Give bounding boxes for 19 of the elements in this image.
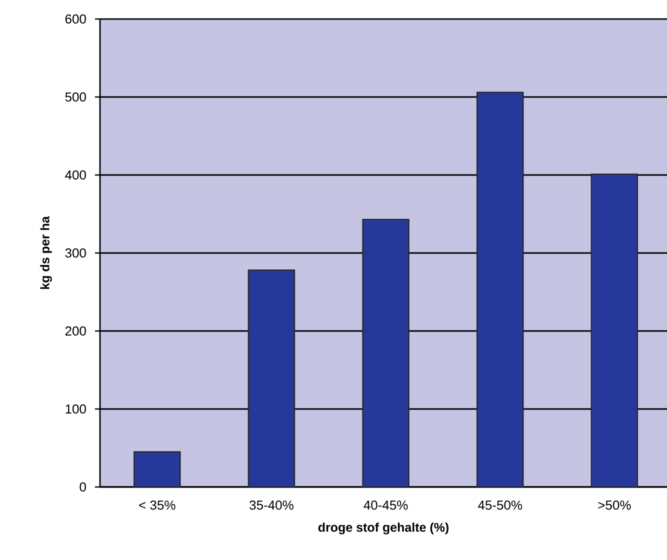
bar — [134, 451, 181, 488]
y-tick-label: 0 — [80, 482, 86, 492]
x-axis-title: droge stof gehalte (%) — [318, 522, 449, 534]
y-axis-title: kg ds per ha — [40, 216, 52, 289]
y-tick-label: 500 — [65, 92, 86, 102]
bar — [590, 174, 638, 488]
x-tick-label: 40-45% — [364, 500, 408, 510]
y-tick-label: 400 — [65, 170, 86, 180]
y-tick-label: 200 — [65, 326, 86, 336]
bar — [248, 270, 296, 488]
y-tick-label: 600 — [65, 14, 86, 24]
bar — [476, 92, 524, 488]
y-tick-label: 300 — [65, 248, 86, 258]
y-tick-label: 100 — [66, 404, 86, 414]
x-tick-label: >50% — [598, 500, 631, 510]
x-tick-label: 35-40% — [250, 500, 294, 510]
x-tick-label: < 35% — [139, 500, 176, 510]
bar — [362, 218, 410, 488]
x-tick-label: 45-50% — [478, 500, 522, 510]
